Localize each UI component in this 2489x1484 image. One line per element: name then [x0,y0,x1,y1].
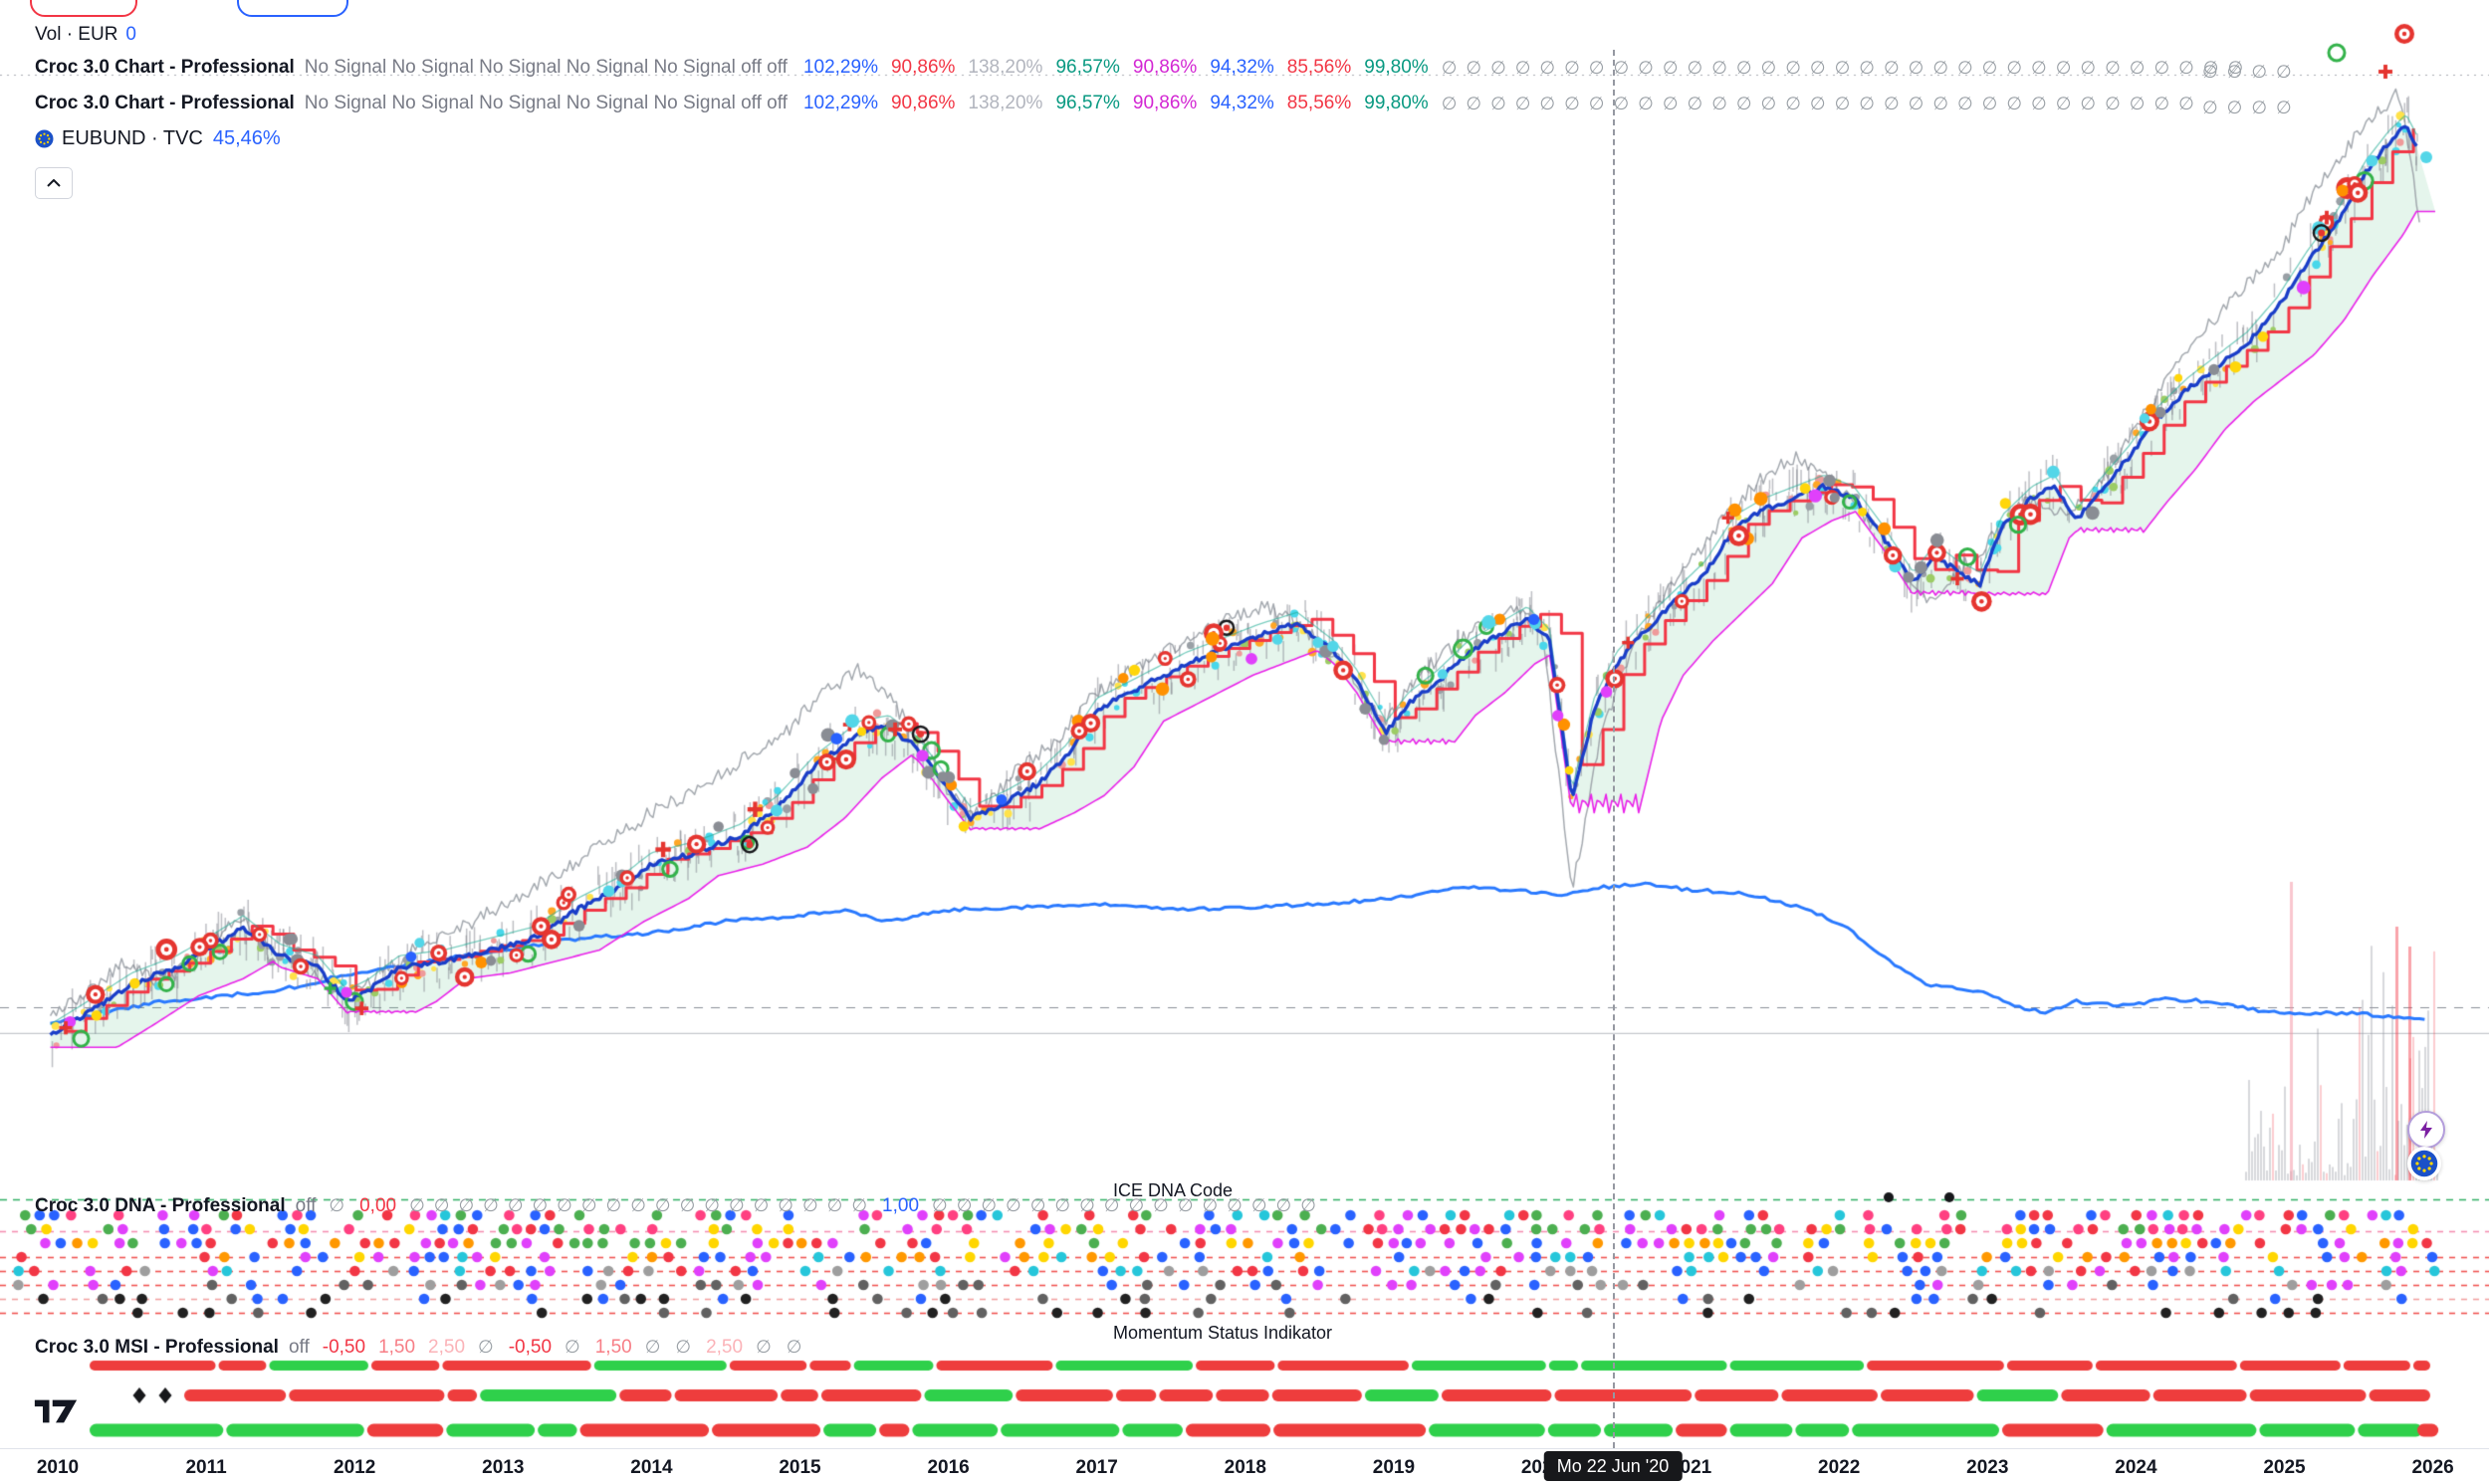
tradingview-logo[interactable] [33,1398,79,1429]
indicator-value: 1,50 [594,1337,632,1358]
indicator-title: Croc 3.0 DNA - Professional [35,1195,286,1216]
indicator-value: 96,57% [1055,93,1120,113]
indicator-value: 102,29% [802,93,878,113]
msi-indicator-row[interactable]: Croc 3.0 MSI - Professional off -0,50 1,50… [35,1336,816,1360]
indicator-value: 96,57% [1055,57,1120,78]
symbol-value: 45,46% [212,126,281,149]
indicator-value: ∅ [675,1337,694,1357]
indicator-value: -0,50 [322,1337,366,1358]
legend-block: Vol · EUR 0 Croc 3.0 Chart - Professiona… [35,20,2245,155]
indicator-value: ∅ [478,1337,496,1357]
indicator-value: ∅ [644,1337,663,1357]
year-label: 2023 [1966,1457,2009,1478]
lightning-icon [2420,1121,2432,1139]
boost-lightning-button[interactable] [2407,1111,2445,1149]
row2-right-slashes: ∅ ∅ ∅ ∅ [2202,98,2294,117]
indicator-value: 1,00 [882,1195,920,1216]
indicator-value: 90,86% [890,57,956,78]
year-label: 2016 [927,1457,970,1478]
slash-run: ∅ ∅ ∅ ∅ ∅ ∅ ∅ ∅ ∅ ∅ ∅ ∅ ∅ ∅ ∅ ∅ ∅ ∅ ∅ ∅ … [1441,93,2196,113]
indicator-value: off [288,1337,310,1358]
chart-indicator-row[interactable]: Croc 3.0 Chart - Professional No Signal N… [35,86,2245,121]
indicator-value: 2,50 [706,1337,744,1358]
dna-section-label: ICE DNA Code [1112,1180,1234,1200]
year-label: 2024 [2115,1457,2157,1478]
time-tooltip: Mo 22 Jun '20 [1543,1451,1683,1481]
indicator-value: ∅ [756,1337,774,1357]
indicator-value: 85,56% [1286,93,1352,113]
year-label: 2015 [779,1457,821,1478]
year-label: 2013 [482,1457,525,1478]
crosshair-vline [1613,50,1615,1448]
time-axis[interactable]: 2026 2025 2024 2023 2022 2021 2020 2019 2018 2017… [0,1448,2489,1484]
eubund-symbol-icon [35,129,54,147]
slash-run: ∅ ∅ ∅ ∅ ∅ ∅ ∅ ∅ ∅ ∅ ∅ ∅ ∅ ∅ ∅ ∅ [932,1195,1318,1215]
indicator-value: 99,80% [1364,93,1429,113]
year-label: 2010 [36,1457,80,1478]
indicator-value: ∅ [565,1337,582,1357]
volume-value: 0 [125,24,136,45]
indicator-value: 94,32% [1210,93,1274,113]
year-label: 2025 [2263,1457,2306,1478]
year-label: 2018 [1224,1457,1266,1478]
year-label: 2014 [630,1457,673,1478]
indicator-value: off [295,1195,317,1216]
indicator-value: -0,50 [508,1337,553,1358]
chevron-up-icon [47,179,61,187]
indicator-value: 1,50 [378,1337,416,1358]
dna-indicator-row[interactable]: Croc 3.0 DNA - Professional off ∅ 0,00 ∅ ∅ … [35,1194,1331,1218]
volume-label: Vol · EUR [35,24,118,45]
year-label: 2026 [2411,1457,2454,1478]
symbol-name: EUBUND · TVC [62,126,203,149]
tradingview-logo-icon [34,1399,78,1423]
symbol-badge-button[interactable] [2407,1147,2441,1180]
year-label: 2022 [1818,1457,1861,1478]
indicator-value: 138,20% [968,93,1043,113]
eubund-badge-icon [2410,1150,2438,1177]
indicator-title: Croc 3.0 Chart - Professional [35,93,295,113]
msi-section-label: Momentum Status Indikator [1112,1323,1333,1343]
indicator-value: 0,00 [359,1195,397,1216]
indicator-value: ∅ [786,1337,804,1357]
indicator-value: 90,86% [890,93,956,113]
indicator-title: Croc 3.0 MSI - Professional [35,1337,279,1358]
indicator-value: 90,86% [1132,93,1198,113]
indicator-params: No Signal No Signal No Signal No Signal … [304,93,788,113]
year-label: 2019 [1372,1457,1416,1478]
indicator-value: 2,50 [428,1337,466,1358]
year-label: 2012 [334,1457,376,1478]
slash-run: ∅ ∅ ∅ ∅ ∅ ∅ ∅ ∅ ∅ ∅ ∅ ∅ ∅ ∅ ∅ ∅ ∅ ∅ ∅ ∅ … [1441,57,2246,78]
buy-button-cut[interactable] [237,0,348,17]
indicator-value: 138,20% [968,57,1043,78]
slash-run: ∅ ∅ ∅ ∅ ∅ ∅ ∅ ∅ ∅ ∅ ∅ ∅ ∅ ∅ ∅ ∅ ∅ ∅ ∅ [409,1195,870,1215]
sell-button-cut[interactable] [30,0,137,17]
indicator-value: 90,86% [1132,57,1198,78]
indicator-value: ∅ [329,1195,347,1215]
indicator-value: 85,56% [1286,57,1352,78]
year-label: 2017 [1075,1457,1118,1478]
indicator-value: 94,32% [1210,57,1274,78]
indicator-value: 99,80% [1364,57,1429,78]
row1-right-slashes: ∅ ∅ ∅ ∅ [2202,62,2294,82]
chart-indicator-row[interactable]: Croc 3.0 Chart - Professional No Signal N… [35,50,2245,86]
symbol-legend-row[interactable]: EUBUND · TVC 45,46% [35,121,2245,155]
indicator-value: 102,29% [802,57,878,78]
volume-legend[interactable]: Vol · EUR 0 [35,20,2245,50]
legend-collapse-button[interactable] [35,167,73,199]
indicator-title: Croc 3.0 Chart - Professional [35,57,295,78]
indicator-params: No Signal No Signal No Signal No Signal … [304,57,788,78]
year-label: 2011 [185,1457,227,1478]
